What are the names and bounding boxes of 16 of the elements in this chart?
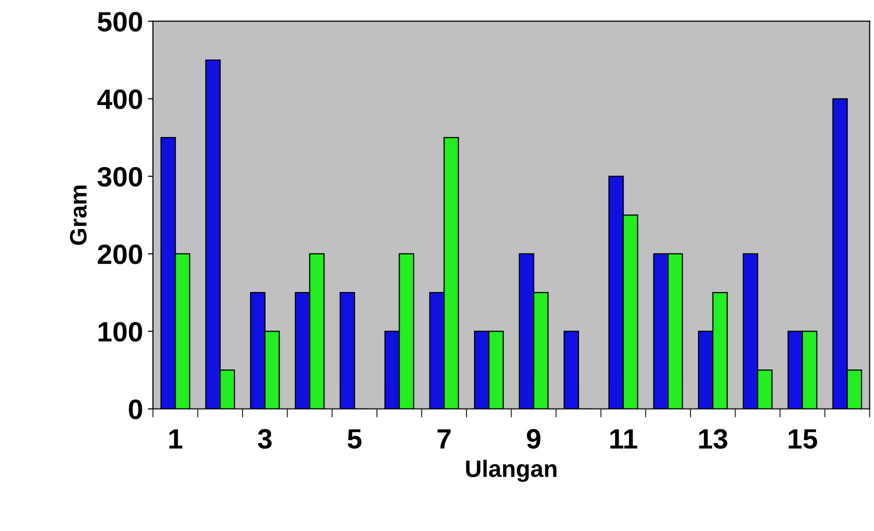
x-tick-label: 15	[788, 429, 818, 449]
y-tick-label: 0	[128, 400, 142, 420]
y-tick-label: 100	[98, 322, 142, 342]
y-tick-label: 500	[98, 12, 142, 32]
x-tick-label: 9	[526, 429, 540, 449]
x-tick-label: 3	[258, 429, 272, 449]
y-axis-title: Gram	[70, 186, 87, 245]
x-tick-label: 5	[348, 429, 362, 449]
x-tick-label: 7	[438, 429, 451, 448]
y-tick-label: 300	[98, 166, 142, 187]
x-tick-label: 11	[610, 429, 638, 448]
x-axis-title: Ulangan	[466, 460, 556, 482]
x-tick-label: 1	[169, 429, 182, 448]
y-tick-label: 400	[97, 89, 142, 110]
x-tick-label: 13	[699, 429, 728, 449]
y-tick-label: 200	[98, 244, 142, 264]
